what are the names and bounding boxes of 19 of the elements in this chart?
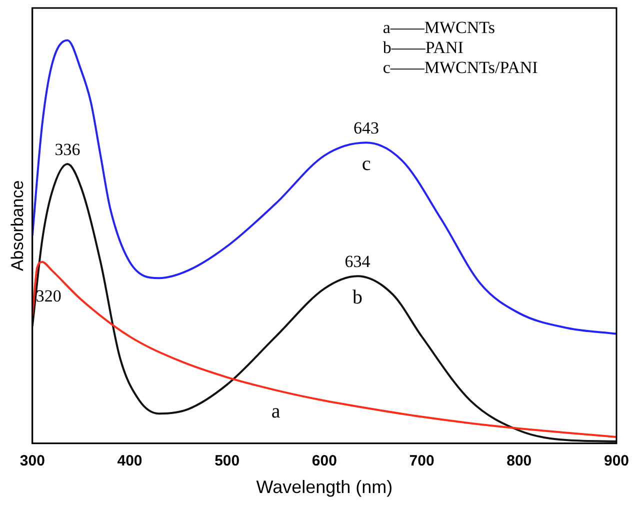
x-tick-label: 300	[20, 452, 45, 470]
annotation: b——PANI	[382, 38, 464, 57]
annotation: c——MWCNTs/PANI	[382, 58, 538, 77]
series-label: b	[352, 286, 363, 308]
x-tick-label: 800	[506, 452, 532, 470]
x-tick-label: 500	[214, 452, 240, 470]
x-tick-label: 700	[409, 452, 434, 470]
series-label: a	[271, 400, 280, 422]
x-tick-label: 400	[117, 452, 142, 470]
y-axis-title: Absorbance	[8, 180, 27, 272]
x-axis-title: Wavelength (nm)	[256, 477, 393, 498]
annotation: 336	[54, 140, 80, 159]
text: a——MWCNTs	[382, 18, 495, 37]
annotation: 634	[344, 252, 371, 272]
x-tick-label: 600	[312, 452, 337, 470]
x-tick-label: 900	[604, 452, 629, 470]
annotation: 320	[36, 286, 62, 306]
series-label: c	[362, 152, 371, 175]
annotation: 643	[354, 118, 380, 138]
